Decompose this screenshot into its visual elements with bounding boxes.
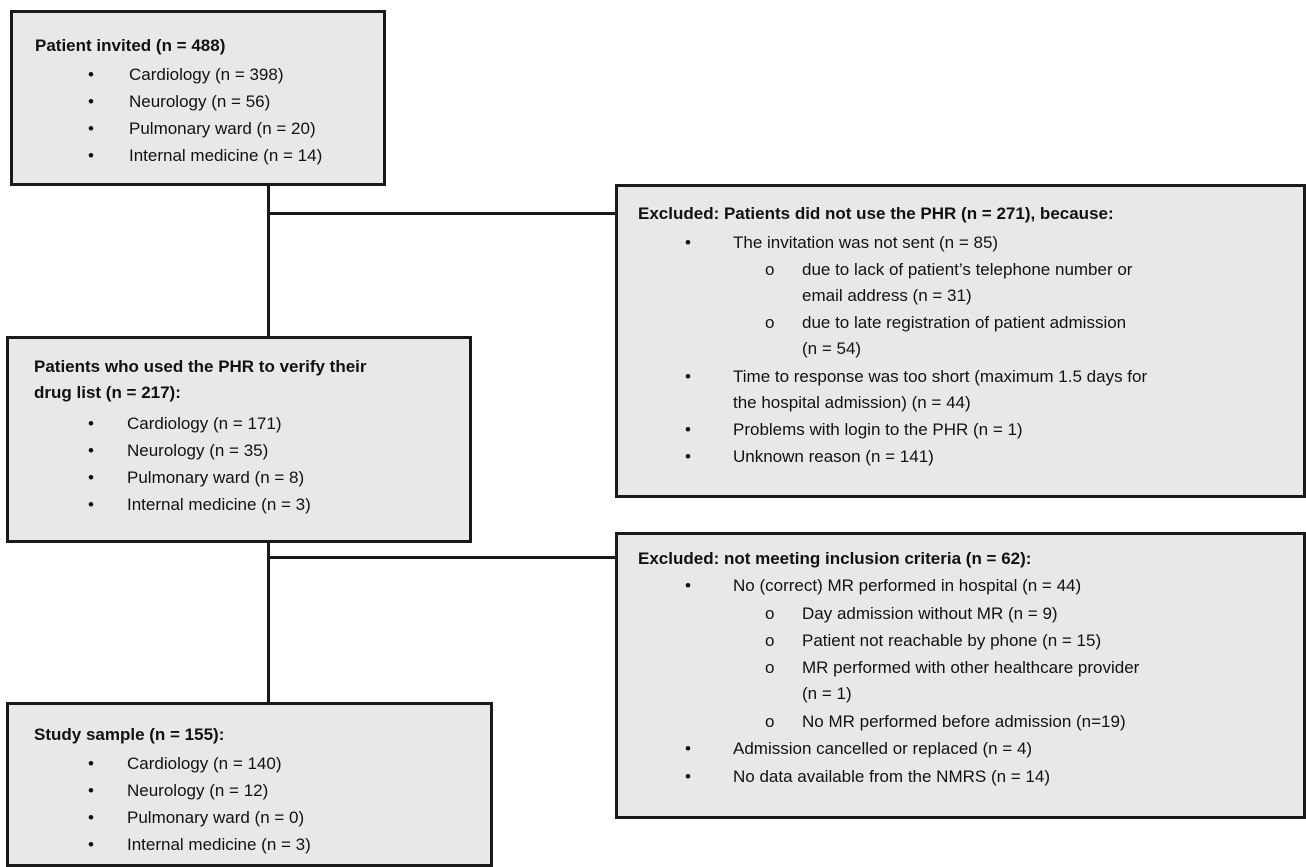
bullet-icon: • bbox=[88, 835, 94, 854]
bullet-icon: • bbox=[685, 447, 691, 466]
invited-box: Patient invited (n = 488) • Cardiology (… bbox=[10, 10, 386, 186]
used-phr-item: Cardiology (n = 171) bbox=[127, 414, 282, 433]
study-sample-item: Neurology (n = 12) bbox=[127, 781, 269, 800]
invited-item: Neurology (n = 56) bbox=[129, 92, 271, 111]
late-registration-line1: due to late registration of patient admi… bbox=[802, 313, 1127, 332]
day-admission: Day admission without MR (n = 9) bbox=[802, 604, 1058, 623]
login-problems: Problems with login to the PHR (n = 1) bbox=[733, 420, 1023, 439]
late-registration-line2: (n = 54) bbox=[802, 339, 862, 358]
sub-bullet-icon: o bbox=[765, 260, 775, 279]
bullet-icon: • bbox=[88, 146, 94, 165]
bullet-icon: • bbox=[88, 441, 94, 460]
unknown-reason: Unknown reason (n = 141) bbox=[733, 447, 934, 466]
study-sample-item: Cardiology (n = 140) bbox=[127, 754, 282, 773]
used-phr-item: Pulmonary ward (n = 8) bbox=[127, 468, 305, 487]
study-sample-box: Study sample (n = 155): • Cardiology (n … bbox=[6, 702, 493, 867]
bullet-icon: • bbox=[88, 119, 94, 138]
study-sample-item: Internal medicine (n = 3) bbox=[127, 835, 311, 854]
time-too-short-line1: Time to response was too short (maximum … bbox=[733, 367, 1148, 386]
no-nmrs-data: No data available from the NMRS (n = 14) bbox=[733, 767, 1051, 786]
sub-bullet-icon: o bbox=[765, 631, 775, 650]
bullet-icon: • bbox=[88, 495, 94, 514]
lack-of-contact-line2: email address (n = 31) bbox=[802, 286, 972, 305]
invited-item: Pulmonary ward (n = 20) bbox=[129, 119, 316, 138]
used-phr-box: Patients who used the PHR to verify thei… bbox=[6, 336, 472, 543]
excluded-no-phr-title: Excluded: Patients did not use the PHR (… bbox=[638, 204, 1114, 223]
study-sample-title: Study sample (n = 155): bbox=[34, 725, 225, 744]
invited-item: Cardiology (n = 398) bbox=[129, 65, 284, 84]
admission-cancelled: Admission cancelled or replaced (n = 4) bbox=[733, 739, 1033, 758]
bullet-icon: • bbox=[685, 739, 691, 758]
bullet-icon: • bbox=[88, 92, 94, 111]
no-correct-mr: No (correct) MR performed in hospital (n… bbox=[733, 576, 1082, 595]
used-phr-title-line2: drug list (n = 217): bbox=[34, 383, 181, 402]
sub-bullet-icon: o bbox=[765, 604, 775, 623]
sub-bullet-icon: o bbox=[765, 658, 775, 677]
bullet-icon: • bbox=[88, 65, 94, 84]
invitation-not-sent: The invitation was not sent (n = 85) bbox=[733, 233, 999, 252]
connector-horizontal-2 bbox=[267, 556, 617, 559]
connector-vertical-2 bbox=[267, 541, 270, 704]
invited-item: Internal medicine (n = 14) bbox=[129, 146, 323, 165]
not-reachable: Patient not reachable by phone (n = 15) bbox=[802, 631, 1102, 650]
bullet-icon: • bbox=[685, 767, 691, 786]
bullet-icon: • bbox=[685, 420, 691, 439]
other-provider-line1: MR performed with other healthcare provi… bbox=[802, 658, 1140, 677]
excluded-criteria-title: Excluded: not meeting inclusion criteria… bbox=[638, 549, 1032, 568]
bullet-icon: • bbox=[88, 781, 94, 800]
bullet-icon: • bbox=[685, 367, 691, 386]
bullet-icon: • bbox=[685, 233, 691, 252]
excluded-criteria-box: Excluded: not meeting inclusion criteria… bbox=[615, 532, 1306, 819]
used-phr-item: Internal medicine (n = 3) bbox=[127, 495, 311, 514]
excluded-no-phr-box: Excluded: Patients did not use the PHR (… bbox=[615, 184, 1306, 498]
connector-horizontal-1 bbox=[267, 212, 617, 215]
bullet-icon: • bbox=[88, 808, 94, 827]
bullet-icon: • bbox=[88, 414, 94, 433]
sub-bullet-icon: o bbox=[765, 313, 775, 332]
other-provider-line2: (n = 1) bbox=[802, 684, 852, 703]
bullet-icon: • bbox=[685, 576, 691, 595]
connector-vertical-1 bbox=[267, 184, 270, 337]
lack-of-contact-line1: due to lack of patient’s telephone numbe… bbox=[802, 260, 1133, 279]
no-mr-before-admission: No MR performed before admission (n=19) bbox=[802, 712, 1126, 731]
bullet-icon: • bbox=[88, 754, 94, 773]
used-phr-title-line1: Patients who used the PHR to verify thei… bbox=[34, 357, 367, 376]
invited-title: Patient invited (n = 488) bbox=[35, 36, 226, 55]
study-sample-item: Pulmonary ward (n = 0) bbox=[127, 808, 305, 827]
used-phr-item: Neurology (n = 35) bbox=[127, 441, 269, 460]
time-too-short-line2: the hospital admission) (n = 44) bbox=[733, 393, 971, 412]
bullet-icon: • bbox=[88, 468, 94, 487]
sub-bullet-icon: o bbox=[765, 712, 775, 731]
